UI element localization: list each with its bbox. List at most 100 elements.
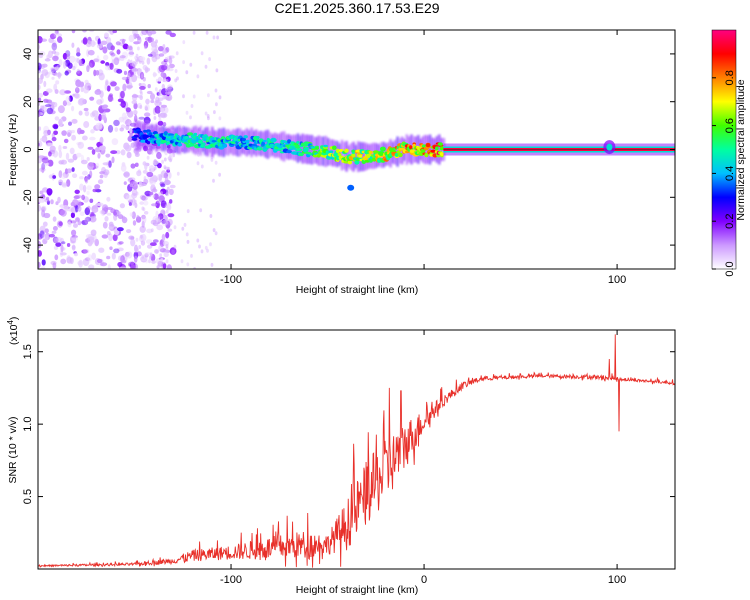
noise-blob xyxy=(58,59,63,66)
noise-blob xyxy=(101,204,109,213)
noise-blob xyxy=(82,135,88,141)
noise-blob xyxy=(93,69,97,77)
ridge-halo xyxy=(273,132,277,158)
ridge-blob xyxy=(165,137,170,142)
noise-blob xyxy=(150,99,155,104)
noise-blob xyxy=(71,167,75,172)
faint-blob xyxy=(141,254,145,259)
noise-blob xyxy=(53,237,61,244)
noise-blob xyxy=(55,242,62,247)
noise-blob xyxy=(106,196,111,202)
noise-blob xyxy=(50,199,54,205)
noise-blob xyxy=(38,250,42,257)
noise-blob xyxy=(46,200,50,205)
noise-blob xyxy=(53,54,60,60)
noise-blob xyxy=(168,188,174,196)
ridge-halo xyxy=(343,142,346,170)
noise-blob xyxy=(59,237,65,245)
noise-blob xyxy=(46,107,54,115)
noise-blob xyxy=(90,229,97,236)
noise-blob xyxy=(49,145,56,152)
noise-blob xyxy=(43,125,49,134)
noise-blob xyxy=(52,55,59,62)
noise-blob xyxy=(71,105,75,112)
faint-blob xyxy=(140,234,143,239)
noise-blob xyxy=(156,199,162,204)
noise-blob xyxy=(57,71,61,79)
snr-panel: -100 0 100 0.5 1.0 1.5 Height of straight li… xyxy=(6,317,676,596)
faint-blob xyxy=(182,60,186,65)
noise-blob xyxy=(60,252,67,256)
ridge-halo xyxy=(431,137,434,162)
ridge-blob xyxy=(304,147,309,152)
snr-exponent-prefix: (x10 xyxy=(8,324,20,345)
noise-blob xyxy=(89,211,95,217)
noise-blob xyxy=(119,127,124,132)
noise-blob xyxy=(120,90,125,99)
noise-blob xyxy=(54,116,60,121)
noise-blob xyxy=(89,96,95,101)
noise-blob xyxy=(157,120,164,126)
ridge-halo xyxy=(250,127,253,158)
noise-blob xyxy=(130,163,136,169)
noise-blob xyxy=(89,136,96,141)
faint-blob xyxy=(161,159,165,164)
faint-blob xyxy=(139,105,143,109)
noise-blob xyxy=(106,255,111,260)
faint-blob xyxy=(155,39,159,44)
noise-blob xyxy=(162,49,168,55)
faint-blob xyxy=(218,95,222,100)
noise-blob xyxy=(169,32,176,38)
noise-blob xyxy=(141,214,146,220)
noise-blob xyxy=(167,84,173,90)
noise-blob xyxy=(51,42,58,51)
faint-blob xyxy=(158,92,162,97)
noise-blob xyxy=(88,264,95,269)
noise-blob xyxy=(47,129,51,136)
noise-blob xyxy=(83,196,89,203)
noise-blob xyxy=(95,162,100,169)
noise-blob xyxy=(109,62,114,70)
noise-blob xyxy=(70,220,77,224)
noise-blob xyxy=(166,204,172,211)
x-tick-label: 0 xyxy=(421,574,427,586)
noise-blob xyxy=(152,239,159,243)
ridge-blob xyxy=(435,146,439,151)
noise-blob xyxy=(109,51,114,56)
noise-blob xyxy=(98,113,102,122)
noise-blob xyxy=(158,244,164,252)
noise-blob xyxy=(41,157,49,164)
noise-blob xyxy=(62,205,69,211)
noise-blob xyxy=(45,104,52,108)
noise-blob xyxy=(132,110,138,115)
noise-blob xyxy=(144,112,151,117)
faint-blob xyxy=(165,259,169,264)
noise-blob xyxy=(108,160,112,168)
ridge-blob xyxy=(222,143,227,148)
ridge-blob xyxy=(146,140,151,145)
noise-blob xyxy=(106,231,111,236)
faint-blob xyxy=(176,76,179,81)
faint-blob xyxy=(146,155,150,160)
faint-blob xyxy=(141,121,145,126)
noise-blob xyxy=(128,51,135,55)
noise-blob xyxy=(151,203,158,207)
faint-blob xyxy=(164,219,168,224)
noise-blob xyxy=(107,30,112,33)
snr-y-ticks: 0.5 1.0 1.5 xyxy=(22,344,675,504)
noise-blob xyxy=(109,246,113,250)
noise-blob xyxy=(86,157,90,161)
y-tick-label: 1.0 xyxy=(22,417,34,432)
noise-blob xyxy=(144,252,151,256)
noise-blob xyxy=(154,99,162,107)
noise-blob xyxy=(111,156,115,164)
noise-blob xyxy=(51,50,57,54)
noise-blob xyxy=(165,76,171,82)
noise-blob xyxy=(130,264,136,269)
noise-blob xyxy=(39,137,47,142)
noise-blob xyxy=(71,30,76,34)
noise-blob xyxy=(99,136,104,144)
noise-blob xyxy=(74,252,78,257)
noise-blob xyxy=(122,43,129,50)
